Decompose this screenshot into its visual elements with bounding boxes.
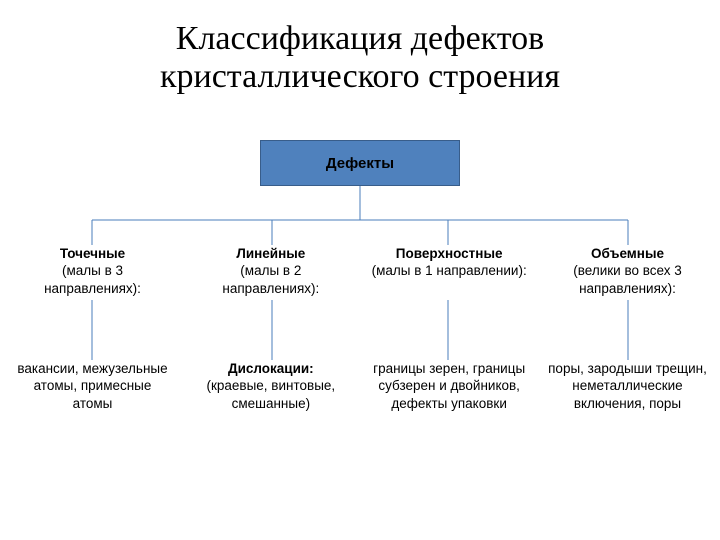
example-head: Дислокации: [228, 361, 314, 376]
title-line-2: кристаллического строения [160, 58, 560, 95]
category-sub: (малы в 3 направлениях): [44, 263, 141, 295]
example-cell: границы зерен, границы субзерен и двойни… [367, 360, 532, 412]
example-body: границы зерен, границы субзерен и двойни… [373, 361, 525, 411]
category-sub: (велики во всех 3 направлениях): [573, 263, 681, 295]
category-head: Поверхностные [396, 246, 503, 261]
examples-row: вакансии, межузельные атомы, примесные а… [10, 360, 710, 412]
root-node: Дефекты [260, 140, 460, 186]
category-head: Объемные [591, 246, 664, 261]
example-cell: Дислокации: (краевые, винтовые, смешанны… [188, 360, 353, 412]
categories-row: Точечные (малы в 3 направлениях): Линейн… [10, 245, 710, 297]
category-cell: Поверхностные (малы в 1 направлении): [367, 245, 532, 297]
category-cell: Точечные (малы в 3 направлениях): [10, 245, 175, 297]
example-body: поры, зародыши трещин, неметаллические в… [548, 361, 707, 411]
page-title: Классификация дефектов кристаллического … [0, 0, 720, 96]
category-sub: (малы в 1 направлении): [372, 263, 527, 278]
example-cell: поры, зародыши трещин, неметаллические в… [545, 360, 710, 412]
category-head: Точечные [60, 246, 125, 261]
example-body: вакансии, межузельные атомы, примесные а… [17, 361, 167, 411]
title-line-1: Классификация дефектов [176, 20, 544, 57]
category-cell: Линейные (малы в 2 направлениях): [188, 245, 353, 297]
category-cell: Объемные (велики во всех 3 направлениях)… [545, 245, 710, 297]
category-head: Линейные [236, 246, 305, 261]
example-cell: вакансии, межузельные атомы, примесные а… [10, 360, 175, 412]
root-node-label: Дефекты [326, 155, 394, 172]
example-body: (краевые, винтовые, смешанные) [207, 378, 336, 410]
category-sub: (малы в 2 направлениях): [222, 263, 319, 295]
